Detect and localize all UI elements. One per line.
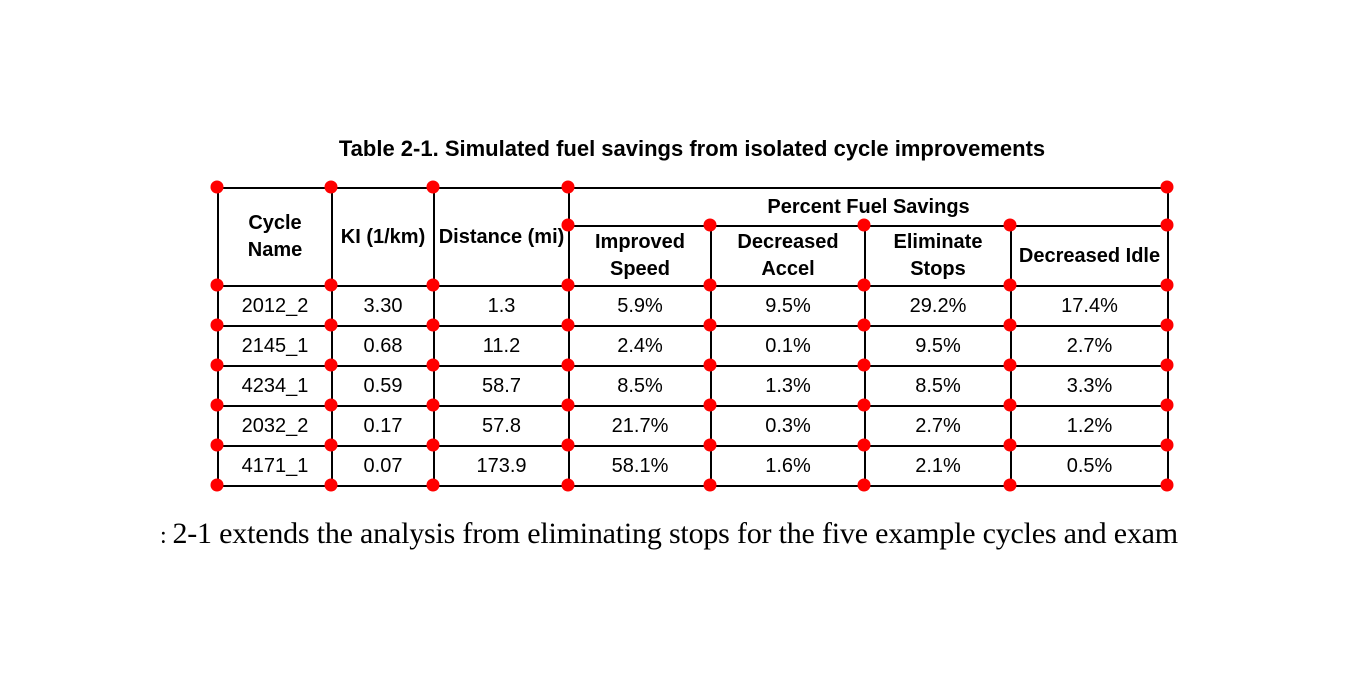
value-cell: 2.7% <box>1009 325 1170 367</box>
value-cell: 0.5% <box>1009 445 1170 487</box>
cycle-name-cell: 2032_2 <box>217 405 333 447</box>
value-cell: 0.68 <box>331 325 435 367</box>
value-cell: 2.1% <box>864 445 1012 487</box>
column-header-improved-speed: Improved Speed <box>568 225 712 287</box>
cycle-name-cell: 2145_1 <box>217 325 333 367</box>
table-row: 4171_1 0.07 173.9 58.1% 1.6% 2.1% 0.5% <box>217 445 1170 487</box>
value-cell: 0.3% <box>710 405 866 447</box>
value-cell: 1.3 <box>433 285 570 327</box>
value-cell: 57.8 <box>433 405 570 447</box>
value-cell: 29.2% <box>864 285 1012 327</box>
column-header-eliminate-stops: Eliminate Stops <box>864 225 1012 287</box>
cycle-name-cell: 4171_1 <box>217 445 333 487</box>
table-row: 2145_1 0.68 11.2 2.4% 0.1% 9.5% 2.7% <box>217 325 1170 367</box>
clipped-text-fragment: : <box>160 523 167 549</box>
value-cell: 0.17 <box>331 405 435 447</box>
value-cell: 8.5% <box>568 365 712 407</box>
group-header-percent-fuel-savings: Percent Fuel Savings <box>567 187 1170 227</box>
value-cell: 3.30 <box>331 285 435 327</box>
table-row: 4234_1 0.59 58.7 8.5% 1.3% 8.5% 3.3% <box>217 365 1170 407</box>
value-cell: 21.7% <box>568 405 712 447</box>
value-cell: 9.5% <box>864 325 1012 367</box>
value-cell: 58.7 <box>433 365 570 407</box>
value-cell: 3.3% <box>1009 365 1170 407</box>
value-cell: 173.9 <box>433 445 570 487</box>
value-cell: 17.4% <box>1009 285 1170 327</box>
value-cell: 1.6% <box>710 445 866 487</box>
cycle-name-cell: 4234_1 <box>217 365 333 407</box>
column-header-distance: Distance (mi) <box>433 187 570 287</box>
column-header-ki: KI (1/km) <box>331 187 435 287</box>
fuel-savings-table: Cycle Name KI (1/km) Distance (mi) Perce… <box>217 187 1170 487</box>
body-paragraph: :2-1 extends the analysis from eliminati… <box>160 512 1366 558</box>
table-header: Cycle Name KI (1/km) Distance (mi) Perce… <box>217 187 1170 287</box>
value-cell: 1.3% <box>710 365 866 407</box>
value-cell: 2.7% <box>864 405 1012 447</box>
column-header-decreased-idle: Decreased Idle <box>1009 225 1170 287</box>
value-cell: 11.2 <box>433 325 570 367</box>
cycle-name-cell: 2012_2 <box>217 285 333 327</box>
value-cell: 0.1% <box>710 325 866 367</box>
value-cell: 1.2% <box>1009 405 1170 447</box>
table-row: 2032_2 0.17 57.8 21.7% 0.3% 2.7% 1.2% <box>217 405 1170 447</box>
annotated-table-region: Cycle Name KI (1/km) Distance (mi) Perce… <box>210 180 1174 492</box>
value-cell: 2.4% <box>568 325 712 367</box>
value-cell: 8.5% <box>864 365 1012 407</box>
column-header-decreased-accel: Decreased Accel <box>710 225 866 287</box>
table-caption: Table 2-1. Simulated fuel savings from i… <box>338 136 1046 161</box>
value-cell: 5.9% <box>568 285 712 327</box>
column-header-cycle-name: Cycle Name <box>217 187 333 287</box>
table-row: 2012_2 3.30 1.3 5.9% 9.5% 29.2% 17.4% <box>217 285 1170 327</box>
value-cell: 0.59 <box>331 365 435 407</box>
table-body: 2012_2 3.30 1.3 5.9% 9.5% 29.2% 17.4% 2145_1 0.6… <box>217 285 1170 487</box>
value-cell: 9.5% <box>710 285 866 327</box>
value-cell: 58.1% <box>568 445 712 487</box>
body-paragraph-text: 2-1 extends the analysis from eliminatin… <box>172 517 1178 550</box>
value-cell: 0.07 <box>331 445 435 487</box>
